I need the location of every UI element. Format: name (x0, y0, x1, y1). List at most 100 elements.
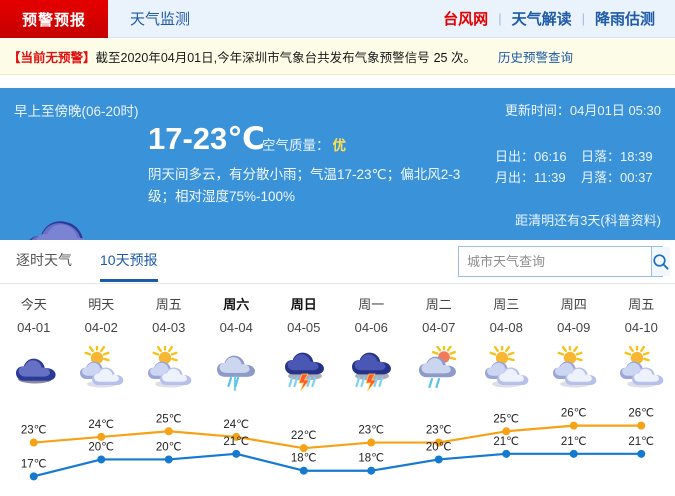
temperature-label: 26℃ (628, 408, 654, 420)
temperature-point (299, 444, 308, 453)
forecast-day-name: 周四 (560, 297, 587, 312)
forecast-day-column[interactable]: 周日 04-05 (270, 286, 338, 396)
forecast-day-name: 明天 (88, 297, 115, 312)
temperature-point (502, 427, 511, 436)
temperature-point (569, 449, 578, 458)
forecast-day-name: 今天 (20, 297, 47, 312)
nav-tab-warning-forecast[interactable]: 预警预报 (0, 0, 108, 38)
forecast-date: 04-08 (489, 320, 523, 335)
temperature-label: 21℃ (561, 436, 587, 448)
forecast-day-name: 周六 (223, 297, 250, 312)
update-time: 更新时间：04月01日 05:30 (505, 100, 661, 119)
alert-message: 截至2020年04月01日,今年深圳市气象台共发布气象预警信号 (95, 51, 430, 65)
history-alert-query-link[interactable]: 历史预警查询 (498, 51, 574, 65)
forecast-day-column[interactable]: 明天 04-02 (68, 286, 136, 396)
temperature-label: 21℃ (628, 436, 654, 448)
forecast-day-column[interactable]: 周三 04-08 (473, 286, 541, 396)
sun-behind-cloud-icon (473, 344, 541, 396)
search-button[interactable] (651, 247, 670, 276)
forecast-day-name: 周五 (628, 297, 655, 312)
update-time-label: 更新时间： (504, 103, 570, 118)
weather-description: 阴天间多云，有分散小雨；气温17-23℃；偏北风2-3级；相对湿度75%-100… (148, 167, 461, 204)
forecast-date: 04-09 (557, 320, 591, 335)
sunset-value: 18:39 (620, 149, 653, 164)
temperature-point (29, 438, 38, 447)
temperature-label: 25℃ (493, 413, 519, 425)
forecast-day-name: 周二 (425, 297, 452, 312)
sun-cloud-rain-icon (405, 344, 473, 396)
cloudy-icon (0, 344, 68, 396)
moon-times-row: 月出：11:39 月落：00:37 (495, 167, 661, 188)
update-time-value: 04月01日 05:30 (569, 103, 661, 118)
sun-behind-cloud-icon (135, 344, 203, 396)
temperature-label: 18℃ (291, 453, 317, 465)
temperature-label: 25℃ (156, 413, 182, 425)
temperature-label: 21℃ (223, 436, 249, 448)
temperature-point (502, 449, 511, 458)
nav-link-rain-estimate[interactable]: 降雨估测 (594, 11, 655, 28)
temperature-label: 17℃ (21, 458, 47, 470)
forecast-day-column[interactable]: 周五 04-10 (608, 286, 675, 396)
temperature-label: 20℃ (156, 441, 182, 453)
temperature-label: 23℃ (21, 425, 47, 437)
nav-separator-1: | (498, 11, 502, 26)
forecast-date: 04-04 (219, 320, 253, 335)
sun-times-row: 日出：06:16 日落：18:39 (495, 146, 661, 167)
temperature-label: 20℃ (88, 441, 114, 453)
sun-moon-times: 日出：06:16 日落：18:39 月出：11:39 月落：00:37 (495, 146, 661, 188)
tab-ten-day-forecast[interactable]: 10天预报 (100, 250, 158, 282)
nav-link-typhoon[interactable]: 台风网 (443, 11, 489, 28)
temperature-line (33, 424, 642, 450)
sun-behind-cloud-icon (608, 344, 675, 396)
current-weather-panel: 早上至傍晚(06-20时) 17-23℃ 空气质量：优 阴天间多云，有分散小雨；… (0, 88, 675, 277)
sun-behind-cloud-icon (68, 344, 136, 396)
sunrise-label: 日出： (495, 149, 535, 164)
forecast-day-column[interactable]: 周六 04-04 (203, 286, 271, 396)
moonrise-time: 月出：11:39 (495, 167, 581, 188)
city-search-box (458, 246, 670, 277)
forecast-columns: 今天 04-01 明天 04-02 周五 04-03 周六 04-04 周日 04-05 周一 04-… (0, 286, 675, 396)
forecast-day-column[interactable]: 周二 04-07 (405, 286, 473, 396)
air-quality-indicator: 空气质量：优 (262, 134, 346, 154)
forecast-date: 04-03 (152, 320, 186, 335)
tab-hourly-weather[interactable]: 逐时天气 (16, 252, 72, 268)
forecast-date: 04-05 (287, 320, 321, 335)
forecast-day-column[interactable]: 周一 04-06 (338, 286, 406, 396)
forecast-date: 04-02 (84, 320, 118, 335)
temperature-point (367, 438, 376, 447)
thunderstorm-rain-icon (338, 344, 406, 396)
forecast-date: 04-06 (354, 320, 388, 335)
top-nav-links: 台风网 | 天气解读 | 降雨估测 (433, 0, 675, 37)
temperature-point (232, 449, 241, 458)
temperature-point (164, 427, 173, 436)
nav-tab-warning-forecast-label: 预警预报 (21, 11, 86, 29)
moonrise-label: 月出： (495, 170, 535, 185)
temperature-point (299, 466, 308, 475)
festival-countdown: 距清明还有3天(科普资料) (515, 213, 661, 228)
alert-status-badge: 【当前无预警】 (8, 51, 96, 65)
nav-link-weather-analysis[interactable]: 天气解读 (511, 11, 572, 28)
moonset-label: 月落： (581, 170, 621, 185)
search-input[interactable] (459, 247, 651, 276)
sunrise-value: 06:16 (534, 149, 567, 164)
temperature-point (232, 432, 241, 441)
forecast-day-column[interactable]: 周四 04-09 (540, 286, 608, 396)
forecast-day-column[interactable]: 今天 04-01 (0, 286, 68, 396)
sunset-label: 日落： (581, 149, 621, 164)
alert-count: 25 次。 (433, 51, 476, 65)
nav-tab-weather-monitor-label: 天气监测 (130, 11, 191, 28)
air-quality-label: 空气质量： (262, 138, 330, 153)
forecast-day-column[interactable]: 周五 04-03 (135, 286, 203, 396)
nav-tab-weather-monitor[interactable]: 天气监测 (108, 0, 212, 37)
forecast-period-label: 早上至傍晚(06-20时) (14, 104, 139, 119)
temperature-label: 23℃ (426, 425, 452, 437)
temperature-label: 18℃ (358, 453, 384, 465)
temperature-label: 24℃ (88, 419, 114, 431)
forecast-tabs-row: 逐时天气 10天预报 (0, 240, 675, 284)
ten-day-forecast: 今天 04-01 明天 04-02 周五 04-03 周六 04-04 周日 04-05 周一 04-… (0, 286, 675, 496)
sunrise-time: 日出：06:16 (495, 146, 581, 167)
forecast-day-name: 周一 (358, 297, 385, 312)
moonset-value: 00:37 (620, 170, 653, 185)
temperature-point (637, 449, 646, 458)
